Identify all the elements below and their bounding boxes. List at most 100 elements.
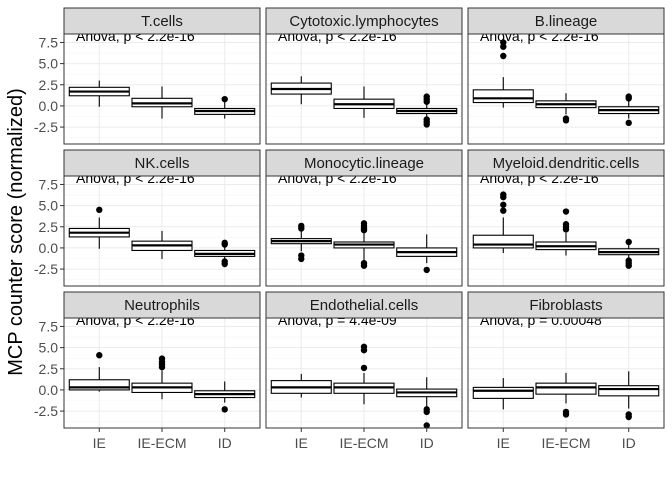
boxplot-ie-ecm — [535, 373, 597, 418]
boxplot-id — [194, 95, 256, 119]
y-tick-label: 5.0 — [39, 340, 59, 356]
outlier-point — [423, 121, 430, 128]
outlier-point — [221, 260, 228, 268]
outlier-point — [562, 411, 570, 418]
anova-annotation: Anova, p < 2.2e-16 — [278, 28, 397, 44]
y-tick-label: -2.5 — [34, 261, 58, 277]
boxplot-id — [396, 377, 458, 429]
y-tick-label: 2.5 — [39, 77, 59, 93]
iqr-box — [472, 386, 534, 399]
facet-strip — [467, 291, 665, 319]
boxplot-ie-ecm — [333, 86, 395, 118]
y-tick-label: 5.0 — [39, 198, 59, 214]
boxplot-ie — [270, 373, 332, 398]
iqr-box — [472, 89, 534, 104]
x-tick-label: IE-ECM — [340, 435, 389, 451]
x-tick-label: ID — [218, 435, 232, 451]
boxplot-ie-ecm — [535, 93, 597, 124]
facet-title: NK.cells — [134, 155, 189, 172]
outlier-point — [423, 98, 430, 105]
anova-annotation: Anova, p < 2.2e-16 — [76, 28, 195, 44]
y-tick-label: 7.5 — [39, 34, 59, 50]
outlier-point — [360, 364, 368, 372]
outlier-point — [360, 346, 368, 354]
outlier-point — [423, 266, 430, 274]
panel-border — [63, 33, 261, 145]
facet-title: Myeloid.dendritic.cells — [493, 155, 640, 172]
boxplot-id — [598, 371, 660, 421]
outlier-point — [96, 206, 103, 214]
boxplot-ie-ecm — [131, 355, 193, 400]
boxplot-ie — [68, 352, 130, 392]
x-tick-label: IE-ECM — [542, 435, 591, 451]
outlier-point — [360, 262, 368, 269]
boxplot-ie — [270, 76, 332, 105]
outlier-point — [221, 95, 228, 103]
boxplot-id — [396, 234, 458, 274]
panel-border — [63, 175, 261, 287]
y-tick-label: 0.0 — [39, 240, 59, 256]
boxplot-ie — [68, 80, 130, 107]
facet-title: T.cells — [141, 13, 183, 30]
outlier-point — [562, 208, 570, 215]
iqr-box — [535, 382, 597, 395]
facet-title: Neutrophils — [124, 297, 200, 314]
facet-strip — [467, 7, 665, 35]
boxplot-ie-ecm — [333, 220, 395, 269]
outlier-point — [423, 408, 430, 416]
x-tick-label: ID — [420, 435, 434, 451]
x-tick-label: IE — [295, 435, 308, 451]
outlier-point — [298, 255, 305, 263]
boxplot-ie — [472, 39, 534, 108]
x-tick-label: IE-ECM — [138, 435, 187, 451]
outlier-point — [625, 238, 632, 246]
boxplot-ie — [472, 191, 534, 253]
outlier-point — [625, 262, 632, 269]
facet-title: Cytotoxic.lymphocytes — [289, 13, 438, 30]
anova-annotation: Anova, p < 2.2e-16 — [76, 312, 195, 328]
x-tick-label: IE — [93, 435, 106, 451]
y-tick-label: 0.0 — [39, 98, 59, 114]
anova-annotation: Anova, p = 4.4e-09 — [278, 312, 397, 328]
panel-border — [467, 33, 665, 145]
outlier-point — [500, 207, 507, 214]
outlier-point — [298, 225, 305, 232]
iqr-box — [598, 385, 660, 397]
outlier-point — [96, 352, 103, 359]
boxplot-id — [194, 239, 256, 268]
boxplot-id — [598, 93, 660, 127]
boxplot-id — [598, 238, 660, 269]
outlier-point — [500, 193, 507, 201]
boxplot-ie-ecm — [535, 208, 597, 256]
y-tick-label: 2.5 — [39, 219, 59, 235]
boxplot-ie-ecm — [131, 86, 193, 119]
facet-strip — [467, 149, 665, 177]
outlier-point — [221, 406, 228, 413]
y-tick-label: 7.5 — [39, 176, 59, 192]
anova-annotation: Anova, p = 0.00048 — [480, 312, 602, 328]
anova-annotation: Anova, p < 2.2e-16 — [480, 28, 599, 44]
outlier-point — [562, 226, 570, 233]
panel-border — [265, 175, 463, 287]
facet-strip — [265, 149, 463, 177]
y-axis-title: MCP counter score (normalized) — [5, 88, 27, 376]
facet-title: Endothelial.cells — [310, 297, 418, 314]
y-tick-label: 0.0 — [39, 382, 59, 398]
outlier-point — [360, 226, 368, 234]
y-tick-label: 7.5 — [39, 318, 59, 334]
anova-annotation: Anova, p < 2.2e-16 — [76, 170, 195, 186]
y-tick-label: 5.0 — [39, 56, 59, 72]
facet-strip — [63, 7, 261, 35]
anova-annotation: Anova, p < 2.2e-16 — [480, 170, 599, 186]
outlier-point — [221, 241, 228, 248]
outlier-point — [500, 52, 507, 60]
boxplot-ie-ecm — [131, 231, 193, 259]
panel-border — [265, 33, 463, 145]
outlier-point — [423, 422, 430, 429]
